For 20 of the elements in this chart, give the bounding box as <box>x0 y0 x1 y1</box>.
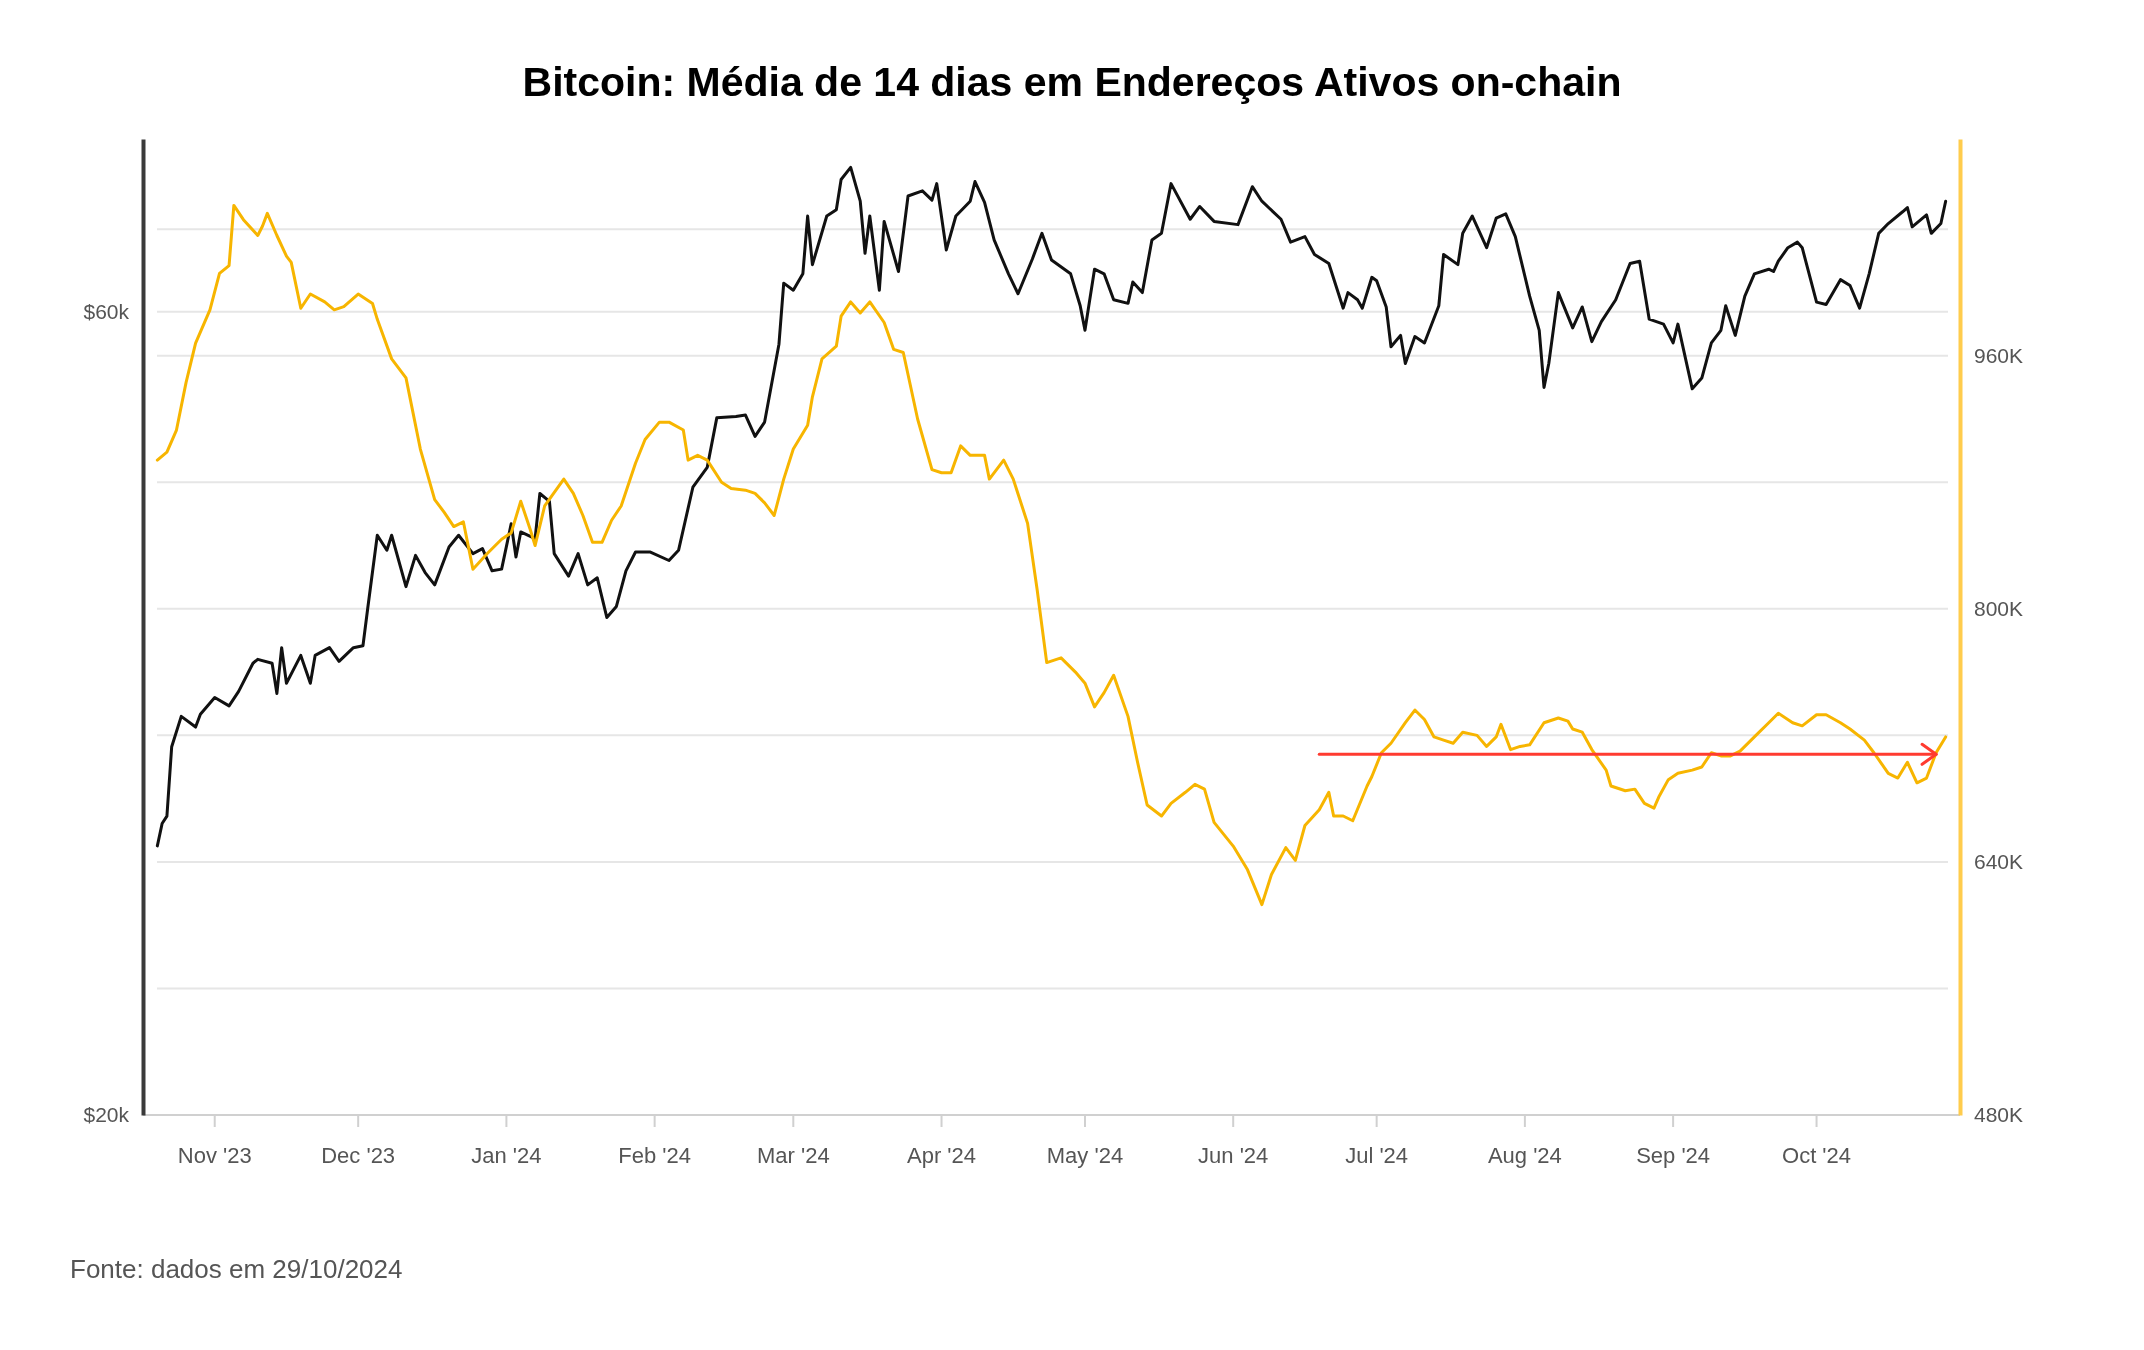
x-tick-label: Feb '24 <box>618 1143 691 1168</box>
chart-title: Bitcoin: Média de 14 dias em Endereços Ativos on-chain <box>522 59 1622 105</box>
x-tick-label: Oct '24 <box>1782 1143 1852 1168</box>
x-tick-label: May '24 <box>1046 1143 1124 1168</box>
y-tick-label: $60k <box>83 300 130 324</box>
x-tick-label: Jul '24 <box>1345 1143 1409 1168</box>
y2-tick-label: 480K <box>1974 1103 2024 1127</box>
x-tick-label: Jan '24 <box>471 1143 542 1168</box>
source-note: Fonte: dados em 29/10/2024 <box>70 1254 403 1284</box>
y2-tick-label: 960K <box>1974 343 2024 367</box>
y-tick-label: $20k <box>83 1103 130 1127</box>
x-tick-label: Nov '23 <box>177 1143 252 1168</box>
x-tick-label: Mar '24 <box>756 1143 830 1168</box>
x-tick-label: Aug '24 <box>1487 1143 1562 1168</box>
x-tick-label: Sep '24 <box>1636 1143 1711 1168</box>
y2-tick-label: 640K <box>1974 850 2024 874</box>
x-tick-label: Jun '24 <box>1198 1143 1269 1168</box>
x-tick-label: Apr '24 <box>907 1143 977 1168</box>
x-tick-label: Dec '23 <box>321 1143 396 1168</box>
y2-tick-label: 800K <box>1974 597 2024 621</box>
